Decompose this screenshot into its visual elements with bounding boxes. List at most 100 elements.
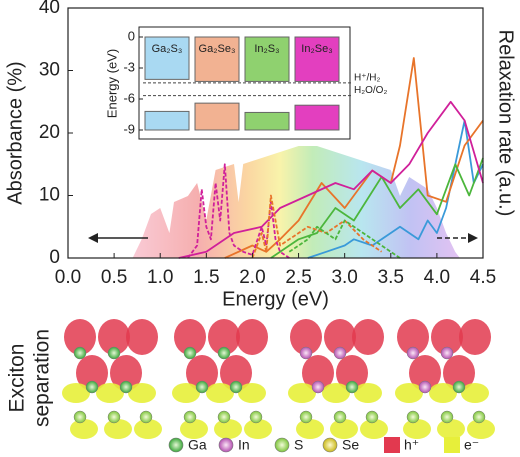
hole-density [126, 319, 158, 355]
legend-swatch [444, 437, 460, 453]
relaxation-line [187, 163, 290, 259]
inset-y-tick-label: -6 [123, 90, 135, 105]
conduction-band [144, 36, 190, 80]
legend-swatch [384, 437, 400, 453]
electron-density [206, 383, 234, 403]
hole-density [397, 319, 429, 355]
electron-density [461, 383, 489, 403]
x-tick-label: 1.5 [193, 267, 219, 288]
structure [172, 319, 272, 439]
atom [440, 346, 454, 360]
material-label: In₂Se₃ [301, 43, 332, 55]
electron-density [296, 419, 324, 439]
material-label: In₂S₃ [254, 43, 279, 55]
plot-area [178, 57, 484, 259]
electron-density [330, 419, 358, 439]
atom [406, 346, 420, 360]
electron-density [180, 419, 208, 439]
electron-density [437, 419, 465, 439]
electron-density [214, 419, 242, 439]
redox-label: H⁺/H₂ [354, 73, 381, 84]
legend-label: h⁺ [404, 437, 419, 453]
x-tick-label: 3.0 [331, 267, 357, 288]
material-label: Ga₂Se₃ [199, 43, 236, 55]
material-label: Ga₂S₃ [152, 43, 183, 55]
hole-density [290, 319, 322, 355]
legend-swatch [274, 437, 290, 453]
legend-swatch [322, 437, 338, 453]
legend-swatch [218, 437, 234, 453]
electron-density [467, 419, 495, 439]
redox-label: H₂O/O₂ [354, 85, 387, 96]
y-tick-label: 40 [39, 0, 60, 18]
arrows [88, 233, 478, 243]
legend-label: e⁻ [464, 437, 479, 453]
atom [183, 410, 197, 424]
hole-density [459, 319, 491, 355]
electron-density [244, 419, 272, 439]
atom [299, 410, 313, 424]
atom [195, 380, 209, 394]
atom [217, 410, 231, 424]
legend-label: Se [342, 437, 359, 453]
atom [345, 380, 359, 394]
atom [73, 410, 87, 424]
y-tick-label: 20 [39, 122, 60, 143]
atom [119, 380, 133, 394]
hole-density [352, 319, 384, 355]
inset-y-tick-label: -3 [123, 59, 135, 74]
hole-density [174, 319, 206, 355]
hole-density [76, 355, 108, 391]
atom [139, 410, 153, 424]
atom [299, 346, 313, 360]
atom [249, 410, 263, 424]
electron-density [288, 383, 316, 403]
legend-label: Ga [188, 437, 207, 453]
x-axis-label: Energy (eV) [222, 288, 329, 310]
electron-density [322, 383, 350, 403]
hole-density [336, 355, 368, 391]
atom [440, 410, 454, 424]
structure [395, 319, 495, 439]
legend-swatch [168, 437, 184, 453]
atom [333, 346, 347, 360]
absorbance-line [178, 100, 484, 259]
y-tick-label: 10 [39, 185, 60, 206]
legend-label: S [294, 437, 303, 453]
x-tick-label: 4.5 [470, 267, 496, 288]
hole-density [443, 355, 475, 391]
relaxation-line [251, 194, 383, 259]
valence-band [294, 104, 340, 131]
structures [62, 319, 495, 439]
legend: Ga In S Se h⁺ e⁻ [168, 437, 479, 453]
y-axis-label: Absorbance (%) [4, 61, 26, 204]
legend-label: In [238, 437, 250, 453]
inset-y-tick-label: 0 [128, 28, 135, 43]
absorbance-line [307, 119, 484, 259]
electron-density [104, 419, 132, 439]
atom [217, 346, 231, 360]
conduction-band [194, 36, 240, 82]
hole-density [302, 355, 334, 391]
x-tick-label: 2.0 [239, 267, 265, 288]
atom [73, 346, 87, 360]
inset: 0 -3 -6 -9 Energy (eV) Ga₂S₃ Ga₂Se₃ In₂S₃ In₂Se₃… [104, 26, 387, 140]
y-tick-label: 0 [49, 247, 60, 268]
atom [365, 410, 379, 424]
electron-density [62, 383, 90, 403]
hole-density [208, 319, 240, 355]
atom [333, 410, 347, 424]
atom [107, 410, 121, 424]
hole-density [110, 355, 142, 391]
relaxation-line [288, 219, 401, 259]
valence-band [194, 102, 240, 131]
atom [85, 380, 99, 394]
electron-density [238, 383, 266, 403]
hole-density [324, 319, 356, 355]
absorbance-line [270, 157, 484, 259]
conduction-band [244, 36, 290, 82]
electron-density [70, 419, 98, 439]
structure [62, 319, 162, 439]
row-label: separation [31, 329, 54, 427]
